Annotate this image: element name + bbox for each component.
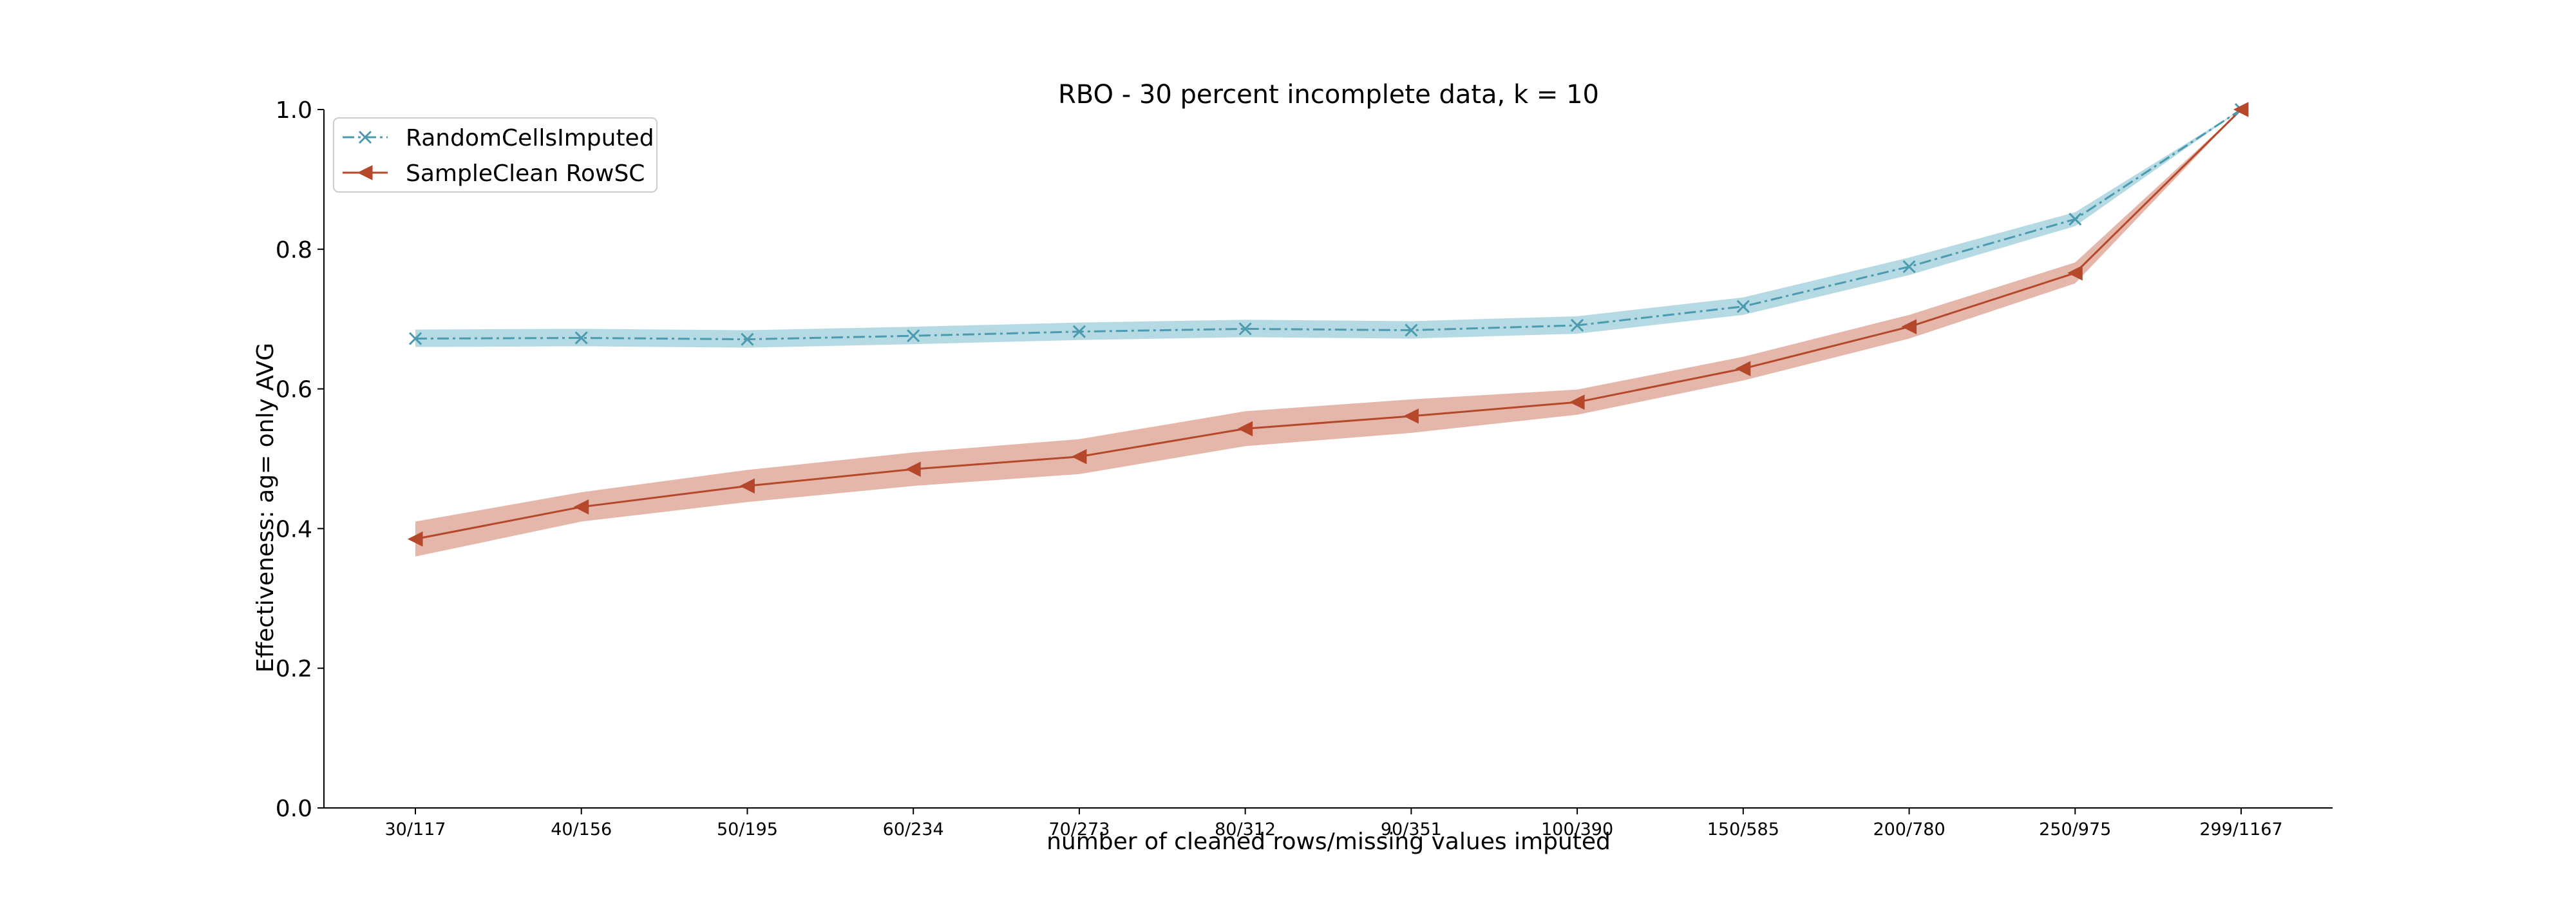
- x-tick-label-30-117: 30/117: [385, 820, 446, 840]
- point-randomcellsimputed-100-390: [1571, 318, 1584, 332]
- legend-box: [333, 117, 658, 193]
- x-tick-label-250-975: 250/975: [2039, 820, 2111, 840]
- x-tick-label-90-351: 90/351: [1381, 820, 1442, 840]
- legend-label-randomcellsimputed: RandomCellsImputed: [406, 125, 654, 151]
- point-sampleclean-rowsc-100-390: [1569, 394, 1585, 410]
- legend-marker-sampleclean-rowsc: [357, 165, 373, 180]
- band-sampleclean-rowsc: [415, 110, 2241, 557]
- y-tick-label-5: 1.0: [276, 97, 312, 124]
- axes: [323, 110, 2333, 809]
- point-sampleclean-rowsc-90-351: [1403, 408, 1419, 424]
- x-tick-label-150-585: 150/585: [1707, 820, 1779, 840]
- point-randomcellsimputed-40-156-stroke-b: [574, 331, 588, 345]
- line-randomcellsimputed: [415, 108, 2242, 341]
- point-sampleclean-rowsc-80-312: [1237, 421, 1253, 437]
- y-tick-label-3: 0.6: [276, 377, 312, 403]
- point-randomcellsimputed-250-975: [2069, 213, 2082, 226]
- y-axis-ticks: 0.0 0.2 0.4 0.6 0.8 1.0: [276, 97, 324, 822]
- x-tick-label-299-1167: 299/1167: [2199, 820, 2282, 840]
- point-randomcellsimputed-70-273-stroke-b: [1072, 325, 1086, 338]
- chart-title: RBO - 30 percent incomplete data, k = 10: [1058, 80, 1599, 110]
- legend-label-sampleclean-rowsc: SampleClean RowSC: [406, 160, 645, 187]
- x-tick-label-60-234: 60/234: [883, 820, 944, 840]
- point-randomcellsimputed-150-585: [1736, 300, 1750, 313]
- x-axis-ticks: 30/117 40/156 50/195 60/234 70/273 80/312 90/3…: [385, 808, 2283, 840]
- point-randomcellsimputed-80-312: [1238, 322, 1252, 336]
- point-randomcellsimputed-250-975-stroke-b: [2069, 213, 2082, 226]
- x-tick-label-70-273: 70/273: [1048, 820, 1110, 840]
- line-sampleclean-rowsc: [415, 108, 2242, 541]
- y-tick-label-4: 0.8: [276, 237, 312, 264]
- point-randomcellsimputed-100-390-stroke-b: [1571, 318, 1584, 332]
- x-tick-label-100-390: 100/390: [1541, 820, 1613, 840]
- point-sampleclean-rowsc-250-975: [2067, 265, 2083, 281]
- point-sampleclean-rowsc-150-585: [1735, 361, 1751, 376]
- point-randomcellsimputed-200-780: [1902, 260, 1916, 273]
- point-sampleclean-rowsc-200-780: [1901, 319, 1917, 334]
- x-tick-label-50-195: 50/195: [717, 820, 778, 840]
- y-tick-label-0: 0.0: [276, 796, 312, 822]
- point-randomcellsimputed-70-273: [1072, 325, 1086, 338]
- confidence-bands: [415, 110, 2241, 557]
- y-axis-title: Effectiveness: ag= only AVG: [252, 343, 279, 673]
- point-randomcellsimputed-90-351: [1405, 323, 1418, 337]
- point-sampleclean-rowsc-40-156: [573, 499, 589, 515]
- x-tick-label-200-780: 200/780: [1873, 820, 1945, 840]
- point-randomcellsimputed-90-351-stroke-b: [1405, 323, 1418, 337]
- point-randomcellsimputed-50-195-stroke-b: [741, 332, 754, 346]
- legend: RandomCellsImputed SampleClean RowSC: [333, 117, 658, 193]
- point-sampleclean-rowsc-299-1167: [2233, 102, 2249, 117]
- legend-marker-randomcellsimputed: [358, 130, 372, 144]
- point-randomcellsimputed-30-117: [408, 332, 422, 345]
- series-markers: [407, 102, 2249, 547]
- y-tick-label-1: 0.2: [276, 656, 312, 682]
- series-lines: [415, 108, 2242, 541]
- x-tick-label-40-156: 40/156: [551, 820, 612, 840]
- point-randomcellsimputed-80-312-stroke-b: [1238, 322, 1252, 336]
- band-randomcellsimputed: [415, 110, 2241, 348]
- point-randomcellsimputed-200-780-stroke-b: [1902, 260, 1916, 273]
- point-randomcellsimputed-50-195: [741, 332, 754, 346]
- point-randomcellsimputed-40-156: [574, 331, 588, 345]
- x-tick-label-80-312: 80/312: [1215, 820, 1276, 840]
- point-sampleclean-rowsc-70-273: [1071, 448, 1087, 465]
- point-sampleclean-rowsc-30-117: [407, 531, 423, 547]
- y-tick-label-2: 0.4: [276, 516, 312, 542]
- point-randomcellsimputed-150-585-stroke-b: [1736, 300, 1750, 313]
- point-randomcellsimputed-30-117-stroke-b: [408, 332, 422, 345]
- legend-marker-randomcellsimputed-stroke-b: [358, 130, 372, 144]
- point-sampleclean-rowsc-60-234: [905, 461, 921, 477]
- point-randomcellsimputed-60-234: [907, 329, 920, 343]
- point-sampleclean-rowsc-50-195: [739, 478, 755, 494]
- x-axis-title: number of cleaned rows/missing values im…: [1046, 829, 1611, 855]
- point-randomcellsimputed-60-234-stroke-b: [907, 329, 920, 343]
